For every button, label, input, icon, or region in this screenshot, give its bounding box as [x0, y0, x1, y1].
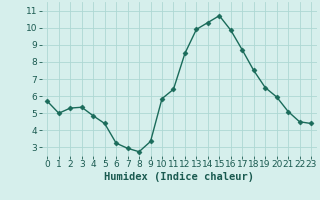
X-axis label: Humidex (Indice chaleur): Humidex (Indice chaleur) — [104, 172, 254, 182]
